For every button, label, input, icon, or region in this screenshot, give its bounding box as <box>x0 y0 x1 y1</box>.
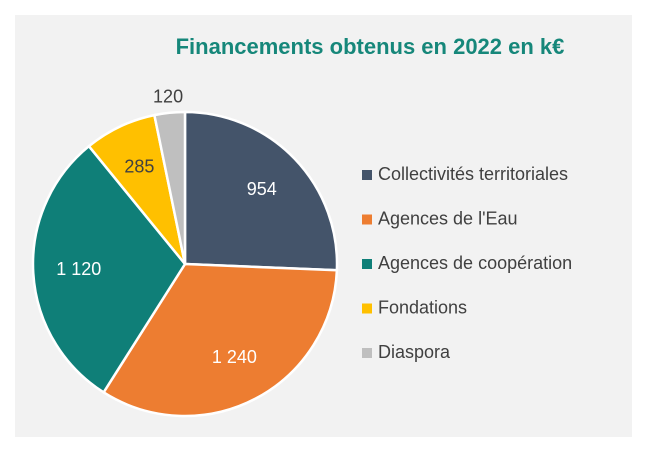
pie-slice <box>152 110 187 265</box>
legend-label: Agences de l'Eau <box>378 208 518 228</box>
data-label: 285 <box>124 157 154 177</box>
legend-label: Fondations <box>378 297 467 317</box>
pie-slice <box>31 144 187 395</box>
chart-title: Financements obtenus en 2022 en k€ <box>176 34 565 59</box>
data-label: 954 <box>247 179 277 199</box>
data-label: 1 120 <box>56 259 101 279</box>
pie-slice <box>183 110 339 272</box>
legend-label: Agences de coopération <box>378 253 572 273</box>
legend-swatch <box>362 214 372 225</box>
data-label: 1 240 <box>212 347 257 367</box>
legend-label: Diaspora <box>378 342 451 362</box>
legend-swatch <box>362 348 372 358</box>
legend-swatch <box>362 303 372 314</box>
legend-swatch <box>362 259 372 269</box>
legend-swatch <box>362 170 372 180</box>
data-label: 120 <box>153 86 183 106</box>
legend-label: Collectivités territoriales <box>378 164 568 184</box>
